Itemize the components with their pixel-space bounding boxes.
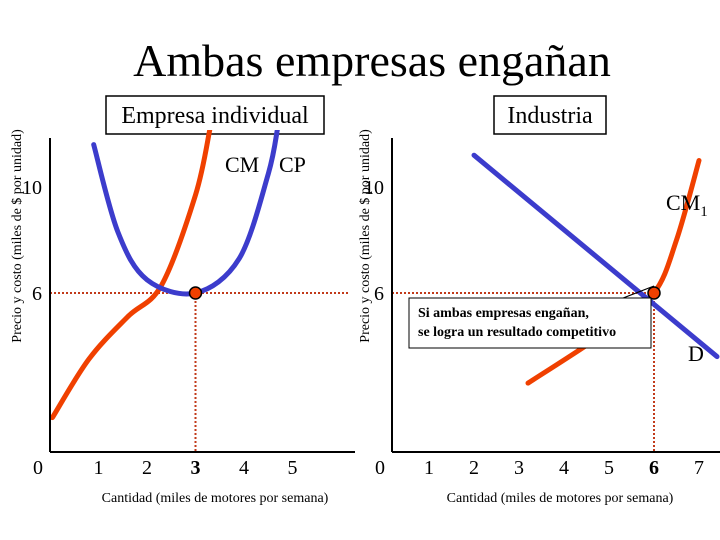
right-equilibrium [647, 286, 661, 300]
right-curve-label-cm-subscript: 1 [700, 204, 708, 220]
right-x-tick-label: 4 [559, 457, 569, 479]
left-panel-title: Empresa individual [121, 103, 309, 129]
right-guides [392, 292, 660, 452]
right-curve-label-cm-main: CM [666, 190, 700, 215]
left-equilibrium-point [188, 286, 203, 300]
left-x-tick-label: 5 [288, 457, 298, 479]
left-x-tick-label: 3 [191, 457, 201, 479]
figure-title: Ambas empresas engañan [133, 35, 611, 86]
left-x-tick-label: 2 [142, 457, 152, 479]
right-panel-title: Industria [507, 103, 593, 129]
callout-line-2: se logra un resultado competitivo [418, 325, 616, 340]
right-callout: Si ambas empresas engañan, se logra un r… [408, 285, 655, 349]
left-x-tick-label: 1 [94, 457, 104, 479]
right-x-tick-label: 0 [375, 457, 385, 479]
left-ticks: 0 1 2 3 4 5 6 10 [22, 177, 298, 479]
left-curve-label-cm: CM [225, 152, 259, 177]
left-panel-title-box [105, 95, 325, 135]
left-y-tick-label: 6 [32, 283, 42, 305]
right-ticks: 0 1 2 3 4 5 6 7 6 10 [364, 177, 704, 479]
right-curve-label-d: D [688, 341, 704, 366]
right-x-axis-label: Cantidad (miles de motores por semana) [447, 491, 674, 506]
right-x-tick-label: 2 [469, 457, 479, 479]
left-x-tick-label: 4 [239, 457, 249, 479]
right-x-tick-label: 6 [649, 457, 659, 479]
right-axes [391, 138, 720, 453]
left-equilibrium [188, 286, 203, 300]
left-curve-label-cp: CP [279, 152, 306, 177]
callout-line-1: Si ambas empresas engañan, [418, 306, 589, 321]
left-curve-cm [50, 130, 213, 421]
right-equilibrium-point [647, 286, 661, 300]
left-guides [50, 292, 350, 452]
left-axes [49, 138, 355, 453]
left-x-tick-label: 0 [33, 457, 43, 479]
right-y-tick-label: 10 [364, 177, 384, 199]
panel-empresa-individual: Empresa individual Precio y costo (miles… [10, 95, 355, 506]
right-x-tick-label: 1 [424, 457, 434, 479]
callout-box [408, 297, 652, 349]
left-x-axis-label: Cantidad (miles de motores por semana) [102, 491, 329, 506]
right-curve-label-cm: CM1 [666, 190, 708, 220]
right-curve-d [471, 152, 720, 360]
right-x-tick-label: 5 [604, 457, 614, 479]
right-y-axis-label: Precio y costo (miles de $ por unidad) [358, 129, 373, 343]
left-y-axis-label: Precio y costo (miles de $ por unidad) [10, 129, 25, 343]
right-y-tick-label: 6 [374, 283, 384, 305]
right-x-tick-label: 7 [694, 457, 704, 479]
right-x-tick-label: 3 [514, 457, 524, 479]
right-panel-title-box [493, 95, 607, 135]
left-y-tick-label: 10 [22, 177, 42, 199]
panel-industria: Industria Precio y costo (miles de $ por… [358, 95, 720, 506]
